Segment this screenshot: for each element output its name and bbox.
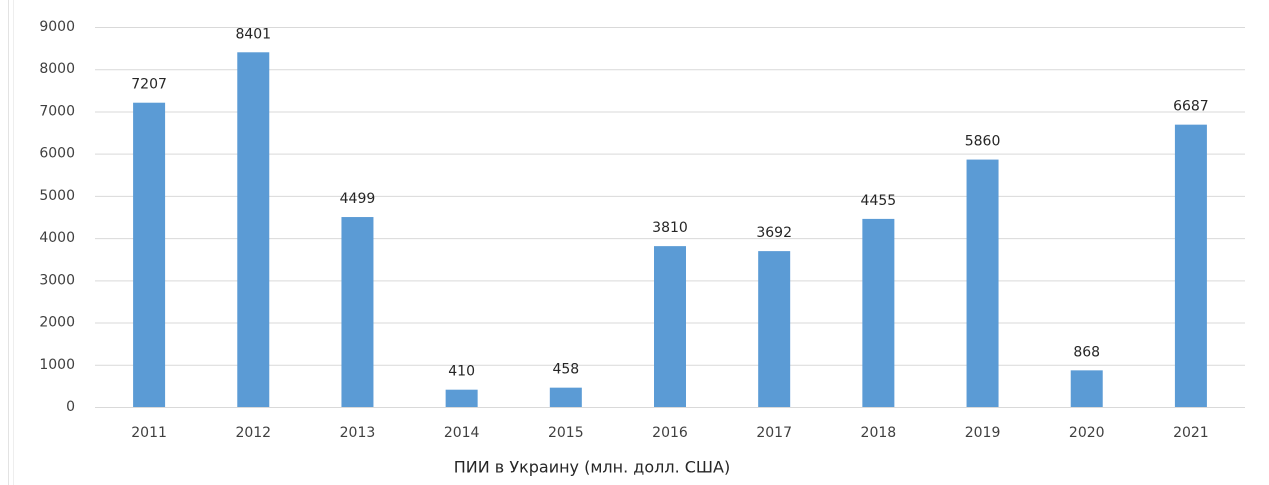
y-tick-label: 1000 <box>39 357 75 373</box>
data-label: 4499 <box>340 191 376 207</box>
y-tick-label: 3000 <box>39 272 75 288</box>
data-label: 8401 <box>235 26 271 42</box>
bar <box>1070 370 1103 407</box>
y-tick-label: 7000 <box>39 103 75 119</box>
bar <box>758 251 791 407</box>
y-tick-label: 6000 <box>39 146 75 162</box>
bar <box>966 159 999 407</box>
data-label: 410 <box>448 364 475 380</box>
y-tick-label: 2000 <box>39 315 75 331</box>
data-label: 3692 <box>756 225 792 241</box>
data-label: 7207 <box>131 77 167 93</box>
x-tick-label: 2018 <box>861 425 897 441</box>
y-tick-label: 5000 <box>39 188 75 204</box>
x-tick-label: 2012 <box>235 425 271 441</box>
x-tick-label: 2019 <box>965 425 1001 441</box>
x-tick-label: 2015 <box>548 425 584 441</box>
data-label: 458 <box>552 362 579 378</box>
data-label: 3810 <box>652 220 688 236</box>
bar <box>341 217 374 407</box>
x-tick-label: 2020 <box>1069 425 1105 441</box>
x-axis-label: ПИИ в Украину (млн. долл. США) <box>454 458 730 477</box>
y-tick-label: 4000 <box>39 230 75 246</box>
bar <box>133 102 166 408</box>
y-tick-label: 9000 <box>39 19 75 35</box>
x-tick-label: 2011 <box>131 425 167 441</box>
data-label: 4455 <box>861 193 897 209</box>
bar <box>862 218 895 407</box>
y-tick-label: 0 <box>66 399 75 415</box>
bar <box>654 246 686 407</box>
bar <box>1174 124 1207 407</box>
bar <box>445 389 478 407</box>
x-tick-label: 2016 <box>652 425 688 441</box>
x-tick-label: 2017 <box>756 425 792 441</box>
data-label: 5860 <box>965 134 1001 150</box>
bar <box>549 387 582 407</box>
x-tick-label: 2013 <box>340 425 376 441</box>
x-tick-label: 2021 <box>1173 425 1209 441</box>
data-label: 868 <box>1073 344 1100 360</box>
y-tick-label: 8000 <box>39 61 75 77</box>
data-label: 6687 <box>1173 99 1209 115</box>
bar <box>237 52 270 408</box>
x-tick-label: 2014 <box>444 425 480 441</box>
